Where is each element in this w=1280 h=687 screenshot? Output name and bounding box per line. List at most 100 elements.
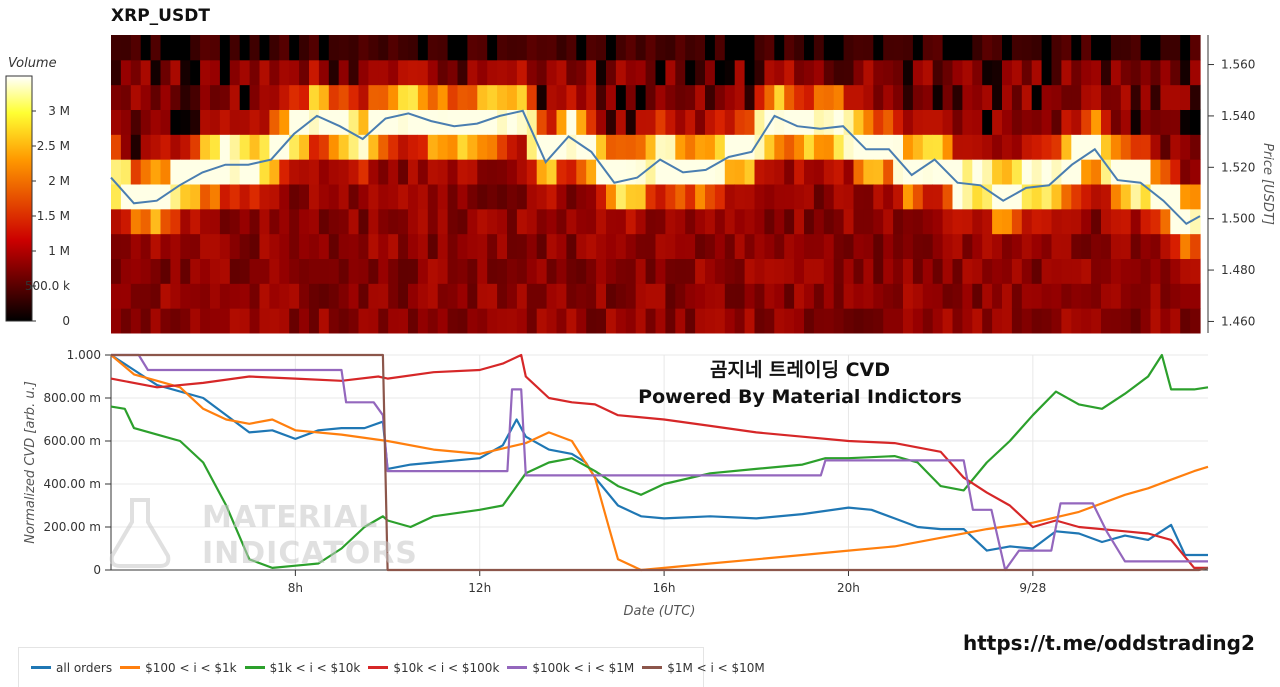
heatmap-cell — [368, 258, 379, 284]
heatmap-cell — [536, 308, 548, 334]
legend-item-1m-10m[interactable]: $1M < i < $10M — [642, 661, 765, 675]
heatmap-cell — [1011, 59, 1023, 86]
heatmap-cell — [200, 59, 211, 86]
cvd-series--1m-i-10m — [111, 353, 1209, 572]
heatmap-cell — [279, 258, 290, 284]
heatmap-cell — [160, 184, 171, 210]
heatmap-cell — [804, 35, 815, 61]
heatmap-cell — [744, 308, 756, 334]
heatmap-cell — [843, 258, 855, 284]
heatmap-cell — [596, 84, 607, 110]
legend-item-10k-100k[interactable]: $10k < i < $100k — [368, 661, 499, 675]
heatmap-cell — [1041, 84, 1053, 110]
heatmap-cell — [962, 184, 973, 210]
heatmap-cell — [714, 258, 726, 284]
colorbar-tick-label: 1 M — [48, 244, 70, 258]
legend-item-1k-10k[interactable]: $1k < i < $10k — [244, 661, 360, 675]
heatmap-cell — [863, 258, 874, 284]
cvd-y-tick-label: 600.00 m — [44, 434, 102, 448]
heatmap-cell — [992, 233, 1003, 259]
heatmap-cell — [922, 308, 934, 334]
heatmap-cell — [635, 84, 647, 110]
legend-item-100-1k[interactable]: $100 < i < $1k — [120, 661, 237, 675]
heatmap-cell — [833, 208, 845, 235]
heatmap-cell — [120, 283, 132, 309]
heatmap-cell — [516, 184, 528, 210]
heatmap-cell — [566, 35, 577, 61]
heatmap-cell — [487, 159, 498, 185]
heatmap-cell — [111, 308, 122, 334]
heatmap-cell — [210, 233, 221, 259]
heatmap-cell — [1190, 308, 1201, 334]
heatmap-cell — [1180, 308, 1191, 334]
heatmap-cell — [467, 134, 478, 160]
heatmap-cell — [1041, 208, 1053, 235]
heatmap-cell — [596, 233, 607, 259]
heatmap-cell — [1130, 109, 1142, 135]
heatmap-cell — [1110, 109, 1122, 135]
heatmap-cell — [150, 283, 162, 309]
heatmap-cell — [744, 184, 756, 210]
heatmap-cell — [388, 59, 399, 86]
heatmap-cell — [249, 59, 261, 86]
heatmap-cell — [744, 233, 756, 259]
heatmap-cell — [1110, 184, 1122, 210]
heatmap-cell — [269, 184, 280, 210]
heatmap-cell — [635, 184, 647, 210]
heatmap-cell — [427, 84, 439, 110]
heatmap-cell — [328, 208, 340, 235]
heatmap-cell — [586, 84, 597, 110]
heatmap-cell — [1130, 35, 1142, 61]
heatmap-cell — [635, 208, 647, 235]
heatmap-cell — [586, 109, 597, 135]
heatmap-cell — [130, 109, 142, 135]
heatmap-cell — [705, 308, 716, 334]
heatmap-cell — [1160, 208, 1171, 235]
heatmap-cell — [1002, 35, 1013, 61]
heatmap-cell — [635, 258, 647, 284]
heatmap-cell — [942, 283, 954, 309]
heatmap-cell — [982, 308, 993, 334]
heatmap-cell — [229, 208, 241, 235]
heatmap-cell — [279, 283, 290, 309]
heatmap-cell — [249, 35, 261, 61]
heatmap-cell — [249, 159, 261, 185]
heatmap-cell — [685, 134, 696, 160]
heatmap-cell — [645, 233, 657, 259]
heatmap-cell — [556, 59, 567, 86]
heatmap-cell — [833, 308, 845, 334]
heatmap-cell — [625, 208, 637, 235]
heatmap-cell — [1061, 258, 1072, 284]
heatmap-cell — [1071, 59, 1082, 86]
legend-item-100k-1m[interactable]: $100k < i < $1M — [507, 661, 634, 675]
telegram-link[interactable]: https://t.me/oddstrading2 — [963, 631, 1255, 655]
heatmap-cell — [507, 258, 518, 284]
heatmap-cell — [358, 59, 369, 86]
heatmap-cell — [516, 109, 528, 135]
heatmap-cell — [665, 208, 676, 235]
heatmap-cell — [378, 308, 389, 334]
heatmap-cell — [289, 184, 300, 210]
heatmap-cell — [764, 35, 775, 61]
legend-swatch — [642, 666, 663, 669]
heatmap-cell — [942, 184, 954, 210]
heatmap-cell — [309, 59, 320, 86]
legend-item-all-orders[interactable]: all orders — [31, 661, 112, 675]
heatmap-cell — [457, 308, 468, 334]
heatmap-cell — [922, 35, 934, 61]
heatmap-cell — [526, 59, 538, 86]
heatmap-cell — [368, 184, 379, 210]
heatmap-cell — [299, 134, 310, 160]
heatmap-cell — [1091, 208, 1102, 235]
cvd-series--100-i-1k — [110, 354, 1209, 572]
heatmap-cell — [813, 35, 825, 61]
heatmap-cell — [437, 308, 449, 334]
heatmap-cell — [1051, 84, 1062, 110]
heatmap-cell — [863, 134, 874, 160]
heatmap-cell — [1061, 233, 1072, 259]
heatmap-cell — [615, 35, 627, 61]
heatmap-cell — [477, 59, 488, 86]
heatmap-cell — [873, 59, 884, 86]
heatmap-cell — [497, 184, 508, 210]
heatmap-cell — [338, 208, 350, 235]
